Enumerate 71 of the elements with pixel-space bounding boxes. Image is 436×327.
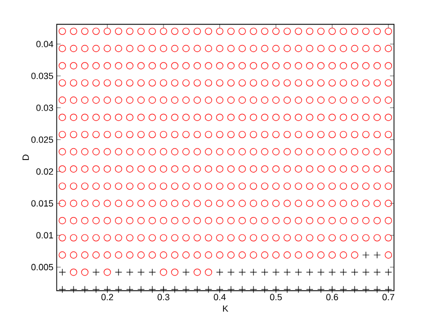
x-tick-label: 0.6: [326, 294, 338, 300]
point: [306, 268, 314, 276]
y-axis-title: D: [22, 154, 29, 160]
point: [250, 268, 258, 276]
point: [148, 286, 156, 294]
point: [294, 268, 302, 276]
point: [374, 286, 381, 294]
point: [238, 268, 246, 276]
point: [284, 268, 291, 276]
point: [328, 286, 336, 294]
point: [317, 268, 325, 276]
point: [351, 268, 358, 276]
point: [126, 268, 134, 276]
x-tick-label: 0.3: [158, 294, 170, 300]
point: [58, 286, 66, 294]
y-tick-label: 0.01: [36, 232, 54, 238]
y-tick-label: 0.035: [31, 72, 54, 80]
point: [272, 286, 280, 294]
point: [182, 268, 190, 276]
x-tick-label: 0.2: [101, 294, 114, 300]
point: [114, 286, 122, 294]
point: [58, 268, 66, 276]
point: [362, 286, 370, 294]
point: [238, 286, 246, 294]
point: [137, 268, 145, 276]
point: [340, 286, 348, 294]
point: [216, 268, 224, 276]
x-tick-label: 0.4: [214, 294, 226, 300]
y-tick-label: 0.02: [36, 168, 54, 175]
point: [374, 268, 381, 276]
point: [182, 286, 190, 294]
point: [227, 286, 235, 294]
y-tick-label: 0.005: [31, 264, 54, 270]
x-tick-label: 0.7: [382, 294, 394, 300]
x-tick-label: 0.5: [270, 294, 282, 300]
point: [362, 251, 370, 259]
point: [70, 286, 78, 294]
point: [126, 286, 134, 294]
point: [351, 286, 358, 294]
y-tick-label: 0.015: [31, 200, 54, 207]
point: [340, 268, 348, 276]
point: [272, 268, 280, 276]
point: [92, 268, 100, 276]
point: [261, 268, 268, 276]
point: [92, 286, 100, 294]
point: [171, 286, 178, 294]
point: [148, 268, 156, 276]
point: [261, 286, 268, 294]
point: [250, 286, 258, 294]
point: [137, 286, 145, 294]
point: [81, 286, 88, 294]
point: [216, 286, 224, 294]
point: [227, 268, 235, 276]
point: [284, 286, 291, 294]
y-tick-label: 0.04: [36, 40, 54, 48]
y-tick-label: 0.025: [31, 136, 54, 143]
point: [384, 268, 392, 276]
x-axis-title: K: [223, 305, 228, 312]
point: [384, 286, 392, 294]
point: [328, 268, 336, 276]
point: [294, 286, 302, 294]
point: [362, 268, 370, 276]
point: [104, 286, 111, 294]
point: [114, 268, 122, 276]
point: [374, 251, 381, 259]
y-tick-label: 0.03: [36, 104, 54, 111]
point: [194, 286, 201, 294]
point: [204, 286, 212, 294]
point: [317, 286, 325, 294]
point: [160, 286, 168, 294]
point: [306, 286, 314, 294]
